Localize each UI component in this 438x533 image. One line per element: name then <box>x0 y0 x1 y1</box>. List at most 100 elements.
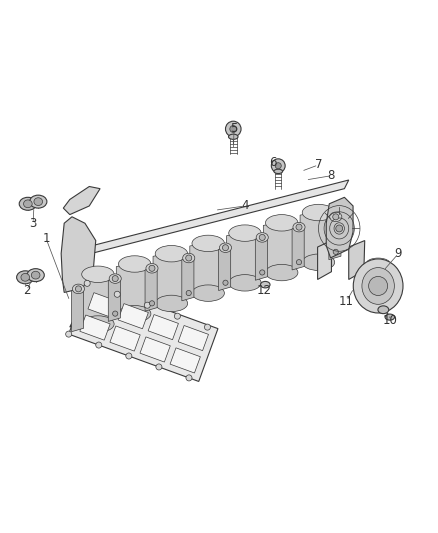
Circle shape <box>259 235 265 240</box>
Circle shape <box>223 245 229 251</box>
Circle shape <box>144 302 150 308</box>
Ellipse shape <box>219 243 232 253</box>
Circle shape <box>223 280 228 285</box>
Ellipse shape <box>72 284 85 294</box>
Polygon shape <box>71 287 84 332</box>
Circle shape <box>96 342 102 348</box>
Ellipse shape <box>293 222 305 232</box>
Polygon shape <box>219 246 231 290</box>
Circle shape <box>126 353 132 359</box>
Circle shape <box>156 364 162 370</box>
Polygon shape <box>69 281 218 382</box>
Polygon shape <box>263 220 296 275</box>
Ellipse shape <box>378 306 389 313</box>
Ellipse shape <box>256 233 268 242</box>
Polygon shape <box>61 217 96 293</box>
Circle shape <box>230 126 237 132</box>
Circle shape <box>205 324 211 330</box>
Polygon shape <box>74 180 349 258</box>
Ellipse shape <box>330 212 342 222</box>
Circle shape <box>112 276 118 281</box>
Polygon shape <box>326 197 353 258</box>
Ellipse shape <box>302 254 335 270</box>
Polygon shape <box>140 337 170 362</box>
Circle shape <box>186 255 192 261</box>
Circle shape <box>271 159 285 173</box>
Text: 1: 1 <box>42 232 50 245</box>
Polygon shape <box>226 230 259 286</box>
Circle shape <box>66 331 72 337</box>
Ellipse shape <box>17 271 34 284</box>
Ellipse shape <box>192 235 224 252</box>
Circle shape <box>174 313 180 319</box>
Polygon shape <box>318 240 332 279</box>
Polygon shape <box>70 238 344 327</box>
Polygon shape <box>182 256 194 301</box>
Circle shape <box>336 225 343 232</box>
Ellipse shape <box>19 197 36 211</box>
Circle shape <box>333 249 338 254</box>
Ellipse shape <box>30 195 47 208</box>
Circle shape <box>84 280 90 286</box>
Ellipse shape <box>82 266 114 282</box>
Text: 4: 4 <box>241 199 249 213</box>
Polygon shape <box>110 326 140 351</box>
Ellipse shape <box>353 259 403 313</box>
Ellipse shape <box>229 274 261 291</box>
Text: 11: 11 <box>339 295 354 308</box>
Ellipse shape <box>27 269 44 281</box>
Text: 8: 8 <box>328 169 335 182</box>
Polygon shape <box>108 277 120 321</box>
Ellipse shape <box>274 169 283 174</box>
Polygon shape <box>190 240 222 296</box>
Polygon shape <box>80 315 110 340</box>
Ellipse shape <box>34 198 42 206</box>
Ellipse shape <box>229 225 261 241</box>
Circle shape <box>297 260 302 265</box>
Circle shape <box>149 301 155 306</box>
Ellipse shape <box>118 256 151 272</box>
Text: 7: 7 <box>315 158 322 172</box>
Polygon shape <box>64 187 100 215</box>
Ellipse shape <box>82 316 114 332</box>
Text: 6: 6 <box>269 156 277 169</box>
Polygon shape <box>178 326 208 351</box>
Polygon shape <box>118 304 148 329</box>
Ellipse shape <box>183 253 195 263</box>
Text: 2: 2 <box>23 284 30 297</box>
Circle shape <box>333 214 339 220</box>
Ellipse shape <box>229 134 238 139</box>
Text: 3: 3 <box>29 217 37 230</box>
Ellipse shape <box>302 204 335 221</box>
Circle shape <box>186 375 192 381</box>
Ellipse shape <box>21 273 30 281</box>
Polygon shape <box>300 209 332 265</box>
Ellipse shape <box>192 285 224 301</box>
Ellipse shape <box>155 246 187 262</box>
Circle shape <box>275 163 281 169</box>
Polygon shape <box>148 314 178 340</box>
Polygon shape <box>145 266 157 311</box>
Ellipse shape <box>24 200 32 208</box>
Polygon shape <box>292 225 304 270</box>
Text: 12: 12 <box>257 284 272 297</box>
Ellipse shape <box>109 274 121 284</box>
Text: 9: 9 <box>395 247 402 260</box>
Circle shape <box>186 290 191 296</box>
Polygon shape <box>329 215 341 260</box>
Ellipse shape <box>265 215 298 231</box>
Polygon shape <box>170 348 200 373</box>
Circle shape <box>75 286 81 292</box>
Text: 10: 10 <box>382 314 397 327</box>
Circle shape <box>369 277 388 295</box>
Polygon shape <box>117 261 149 316</box>
Ellipse shape <box>146 263 158 273</box>
Ellipse shape <box>261 281 270 288</box>
Polygon shape <box>255 236 268 280</box>
Ellipse shape <box>32 271 40 279</box>
Ellipse shape <box>362 268 394 304</box>
Circle shape <box>113 311 118 316</box>
Circle shape <box>114 291 120 297</box>
Circle shape <box>296 224 302 230</box>
Circle shape <box>149 265 155 271</box>
